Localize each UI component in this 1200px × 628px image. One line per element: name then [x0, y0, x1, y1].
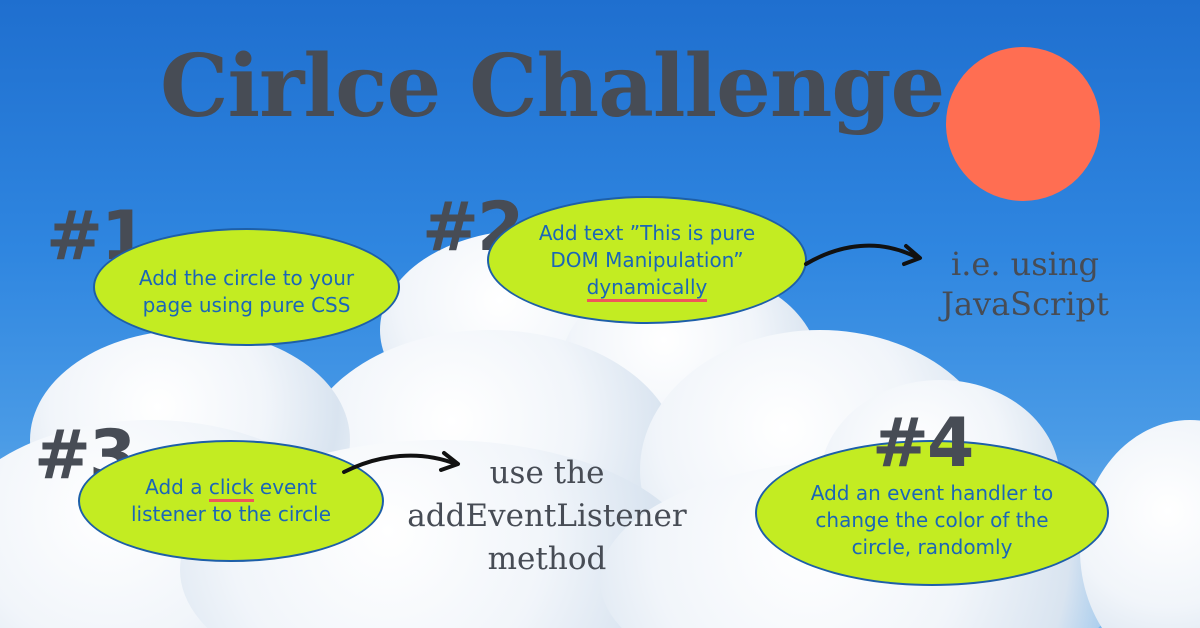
step-3-text: Add a click event listener to the circle [130, 475, 332, 526]
step-3-arrow [342, 451, 460, 474]
page-title: Cirlce Challenge [160, 36, 945, 137]
step-1-bubble: Add the circle to your page using pure C… [93, 228, 400, 346]
step-3-note: use the addEventListener method [392, 452, 702, 580]
step-3-note-line-3: method [487, 540, 607, 577]
step-3-note-line-1: use the [489, 455, 605, 491]
step-3-highlight: click [208, 475, 254, 502]
step-4-number: #4 [872, 404, 974, 483]
step-2-note-line-2: JavaScript [941, 285, 1109, 323]
step-4-text: Add an event handler to change the color… [810, 480, 1054, 559]
step-2-highlight: dynamically [586, 274, 708, 302]
step-2-note-line-1: i.e. using [950, 245, 1100, 283]
step-4-bubble: Add an event handler to change the color… [755, 440, 1109, 586]
step-2-arrow [804, 243, 922, 266]
step-3-bubble: Add a click event listener to the circle [78, 440, 384, 562]
step-2-text: Add text ”This is pure DOM Manipulation”… [523, 220, 771, 302]
step-1-text: Add the circle to your page using pure C… [138, 266, 355, 317]
step-2-note: i.e. using JavaScript [920, 244, 1130, 324]
step-2-bubble: Add text ”This is pure DOM Manipulation”… [487, 196, 807, 324]
step-3-note-line-2: addEventListener [407, 497, 687, 534]
accent-circle [946, 47, 1100, 201]
